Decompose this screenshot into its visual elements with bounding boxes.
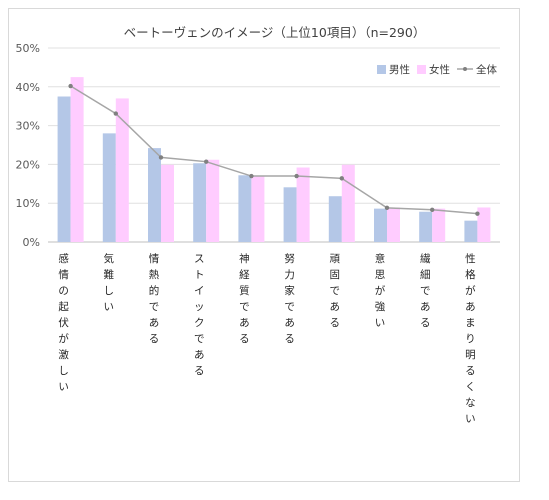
y-tick-label: 50%: [16, 42, 40, 55]
legend-label: 女性: [429, 63, 450, 76]
total-line-point: [68, 83, 73, 89]
bar-female: [161, 164, 174, 242]
total-line-point: [475, 211, 480, 216]
y-tick-label: 0%: [23, 236, 40, 249]
total-line-point: [158, 155, 164, 160]
total-line-path: [70, 85, 478, 215]
bar-male: [328, 196, 342, 242]
bar-male: [238, 175, 252, 242]
category-label: 神経質である: [239, 252, 250, 345]
chart-title: ベートーヴェンのイメージ（上位10項目）（n=290）: [123, 25, 426, 40]
legend-marker: [463, 67, 467, 71]
bar-male: [102, 133, 116, 242]
bar-female: [70, 77, 84, 242]
bar-female: [432, 208, 446, 242]
legend-swatch: [377, 65, 386, 74]
bar-female: [206, 159, 220, 242]
y-tick-label: 20%: [16, 158, 40, 171]
total-line-point: [113, 111, 119, 116]
bar-male: [57, 96, 71, 242]
bar-female: [115, 98, 129, 242]
category-label: 気難しい: [104, 252, 115, 313]
bar-female: [387, 207, 400, 242]
bars: [57, 77, 491, 242]
total-line-point: [249, 173, 254, 179]
y-axis: 0% 10% 20% 30% 40% 50%: [16, 42, 40, 249]
y-tick-label: 10%: [16, 197, 40, 210]
y-tick-label: 40%: [16, 81, 40, 94]
bar-male: [374, 208, 387, 242]
bar-female: [296, 167, 310, 242]
total-line-point: [294, 173, 299, 179]
bar-female: [341, 164, 355, 242]
bar-male: [464, 220, 478, 242]
total-line-point: [339, 176, 344, 181]
category-label: 頑固である: [330, 253, 341, 329]
category-label: 努力家である: [284, 252, 295, 345]
bar-male: [283, 187, 297, 242]
total-line-point: [204, 159, 209, 164]
legend-label: 男性: [389, 63, 410, 76]
y-tick-label: 30%: [16, 120, 40, 133]
legend-swatch: [417, 65, 426, 74]
bar-male: [193, 163, 207, 242]
category-label: 性格があまり明るくない: [465, 252, 476, 425]
legend-label: 全体: [476, 63, 497, 76]
bar-female: [477, 207, 491, 242]
total-line: [68, 83, 480, 216]
total-line-point: [430, 207, 435, 212]
bar-male: [419, 211, 433, 242]
category-label: 感情の起伏が激しい: [58, 252, 69, 393]
legend: 男性 女性 全体: [377, 63, 497, 76]
category-labels: 感情の起伏が激しい 気難しい 情熱的である ストイックである 神経質である 努力家である 頑…: [58, 252, 476, 425]
category-label: 意思が強い: [375, 252, 386, 329]
bar-male: [148, 148, 161, 242]
category-label: 情熱的である: [149, 252, 160, 345]
bar-female: [251, 175, 265, 242]
total-line-point: [384, 205, 390, 211]
category-label: 繊細である: [420, 252, 431, 329]
category-label: ストイックである: [194, 253, 205, 377]
